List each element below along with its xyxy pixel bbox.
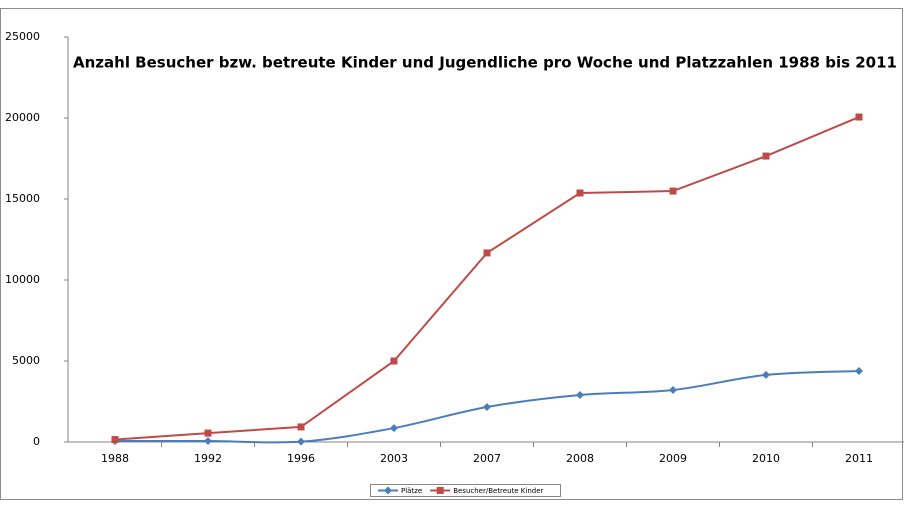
y-tick-label: 0	[33, 435, 40, 448]
x-tick-label: 2010	[752, 452, 780, 465]
marker	[204, 437, 212, 446]
marker	[576, 391, 584, 400]
x-tick-label: 2008	[566, 452, 594, 465]
x-tick-label: 2003	[380, 452, 408, 465]
marker	[483, 249, 491, 257]
marker	[762, 370, 770, 379]
legend-label: Plätze	[401, 487, 422, 495]
x-tick-label: 2011	[845, 452, 873, 465]
chart-title: Anzahl Besucher bzw. betreute Kinder und…	[73, 54, 897, 72]
legend-box	[370, 484, 561, 497]
marker	[855, 367, 863, 376]
marker	[669, 187, 677, 195]
marker	[669, 385, 677, 394]
y-tick-label: 20000	[5, 111, 40, 124]
y-tick-label: 25000	[5, 30, 40, 43]
legend: Plätze Besucher/Betreute Kinder	[370, 484, 561, 497]
x-tick-label: 1992	[194, 452, 222, 465]
marker	[436, 487, 444, 494]
marker	[576, 189, 584, 197]
marker	[390, 424, 398, 433]
x-tick-label: 2007	[473, 452, 501, 465]
x-tick-label: 1996	[287, 452, 315, 465]
y-tick-label: 5000	[12, 354, 40, 367]
y-tick-label: 10000	[5, 273, 40, 286]
marker	[111, 436, 119, 444]
marker	[855, 113, 863, 121]
chart-frame	[0, 8, 903, 500]
x-tick-label: 2009	[659, 452, 687, 465]
y-tick-label: 15000	[5, 192, 40, 205]
marker	[384, 486, 392, 495]
marker	[297, 423, 305, 431]
marker	[483, 403, 491, 412]
x-tick-label: 1988	[101, 452, 129, 465]
marker	[762, 152, 770, 160]
marker	[204, 429, 212, 437]
legend-label: Besucher/Betreute Kinder	[453, 487, 543, 495]
marker	[297, 437, 305, 446]
marker	[390, 357, 398, 365]
